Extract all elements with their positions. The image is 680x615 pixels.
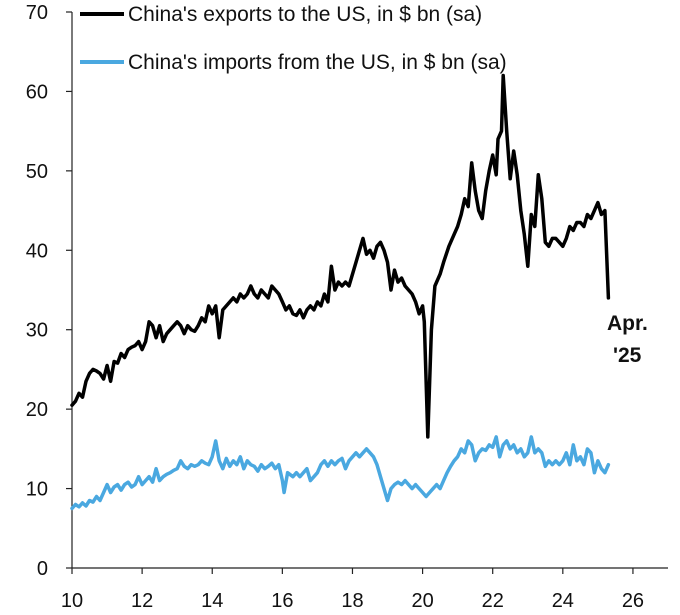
x-tick-label: 20 (411, 590, 433, 612)
y-tick-label: 40 (26, 240, 48, 262)
annotation: Apr. '25 (607, 312, 648, 367)
annotation-line2: '25 (613, 344, 642, 367)
y-tick-label: 0 (37, 558, 48, 580)
y-tick-label: 20 (26, 399, 48, 421)
series-line-0 (70, 73, 611, 439)
legend-label-0: China's exports to the US, in $ bn (sa) (128, 3, 482, 26)
y-tick-label: 10 (26, 479, 48, 501)
x-tick-label: 16 (271, 590, 293, 612)
y-tick-label: 70 (26, 2, 48, 24)
y-axis: 0 10 20 30 40 50 60 70 (26, 2, 73, 580)
x-axis: 10 12 14 16 18 20 22 24 26 (61, 567, 668, 612)
y-tick-label: 50 (26, 161, 48, 183)
y-tick-label: 60 (26, 81, 48, 103)
x-tick-label: 18 (341, 590, 363, 612)
series-layer (70, 73, 611, 511)
y-tick-label: 30 (26, 320, 48, 342)
legend-label-1: China's imports from the US, in $ bn (sa… (128, 51, 507, 74)
x-tick-label: 12 (131, 590, 153, 612)
x-tick-label: 14 (201, 590, 223, 612)
x-tick-label: 22 (482, 590, 504, 612)
x-tick-label: 26 (622, 590, 644, 612)
x-tick-label: 10 (61, 590, 83, 612)
series-line-1 (70, 435, 611, 511)
legend: China's exports to the US, in $ bn (sa) C… (80, 3, 507, 74)
x-tick-label: 24 (552, 590, 574, 612)
annotation-line1: Apr. (607, 312, 648, 335)
